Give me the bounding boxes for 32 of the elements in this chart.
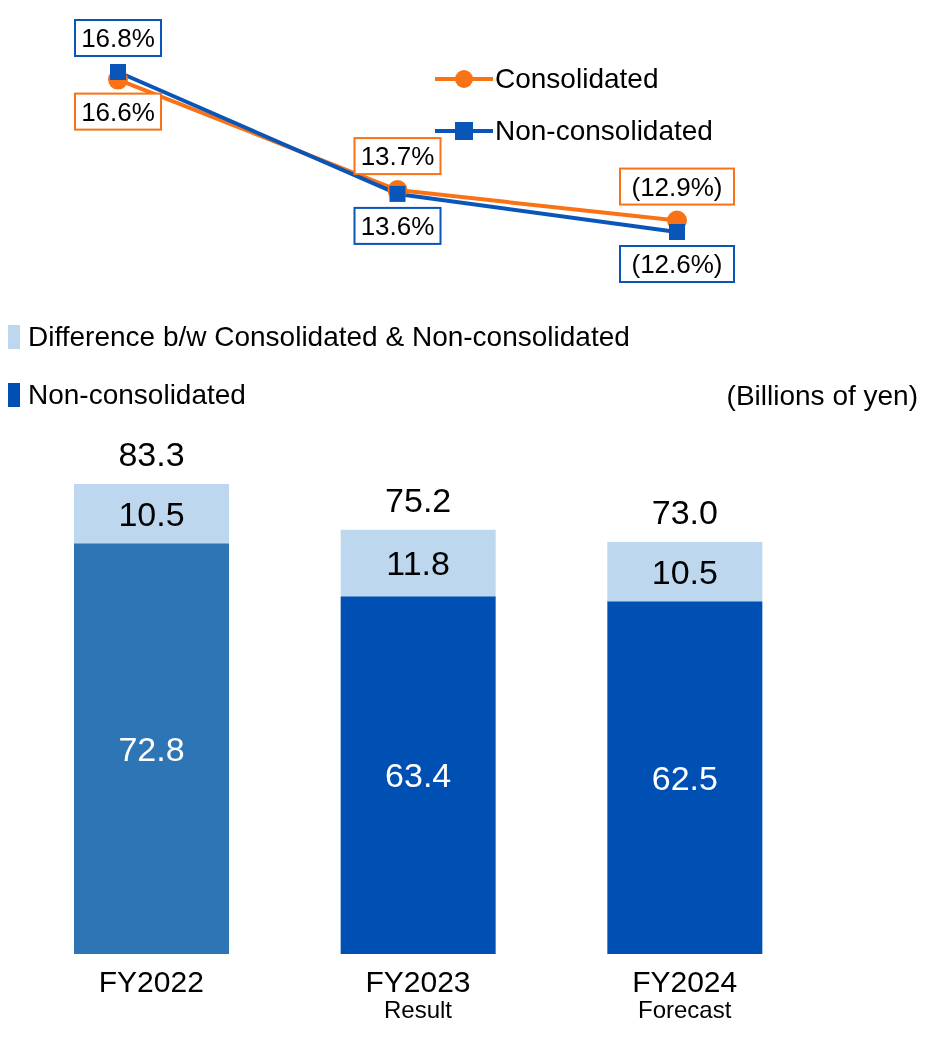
data-label: 16.6%: [81, 96, 155, 127]
data-label: 13.6%: [360, 210, 435, 241]
bar: [340, 529, 496, 597]
point: [110, 64, 126, 80]
bar: [74, 543, 229, 954]
text: (Billions of yen): [726, 380, 918, 412]
legend-label: Consolidated: [495, 63, 659, 95]
legend-label: Non-consolidated: [28, 379, 246, 411]
data-label: 16.8%: [81, 23, 155, 53]
data-label: (12.6%): [631, 249, 723, 279]
data-label: 62.5: [651, 758, 718, 797]
bar: [340, 596, 496, 954]
data-label: 13.7%: [360, 141, 435, 172]
x-tick-label: FY2023 Result: [365, 965, 471, 1023]
data-label: 72.8: [118, 729, 185, 768]
data-label: (12.9%): [631, 171, 723, 202]
legend-label: Non-consolidated: [495, 115, 713, 147]
data-label: 10.5: [651, 552, 718, 591]
bar: [607, 542, 763, 602]
point: [389, 185, 406, 202]
bar: [74, 484, 229, 544]
x-tick-label: FY2024 Forecast: [632, 965, 738, 1023]
data-label: 11.8: [386, 543, 450, 582]
legend-label: Difference b/w Consolidated & Non-consolidated: [28, 321, 630, 353]
point: [669, 224, 685, 240]
total-label: 73.0: [651, 493, 718, 532]
total-label: 83.3: [118, 435, 185, 473]
data-label: 10.5: [118, 494, 185, 533]
x-tick-label: FY2022: [98, 965, 204, 998]
total-label: 75.2: [385, 480, 452, 519]
data-label: 63.4: [385, 756, 452, 795]
bar: [607, 601, 763, 954]
